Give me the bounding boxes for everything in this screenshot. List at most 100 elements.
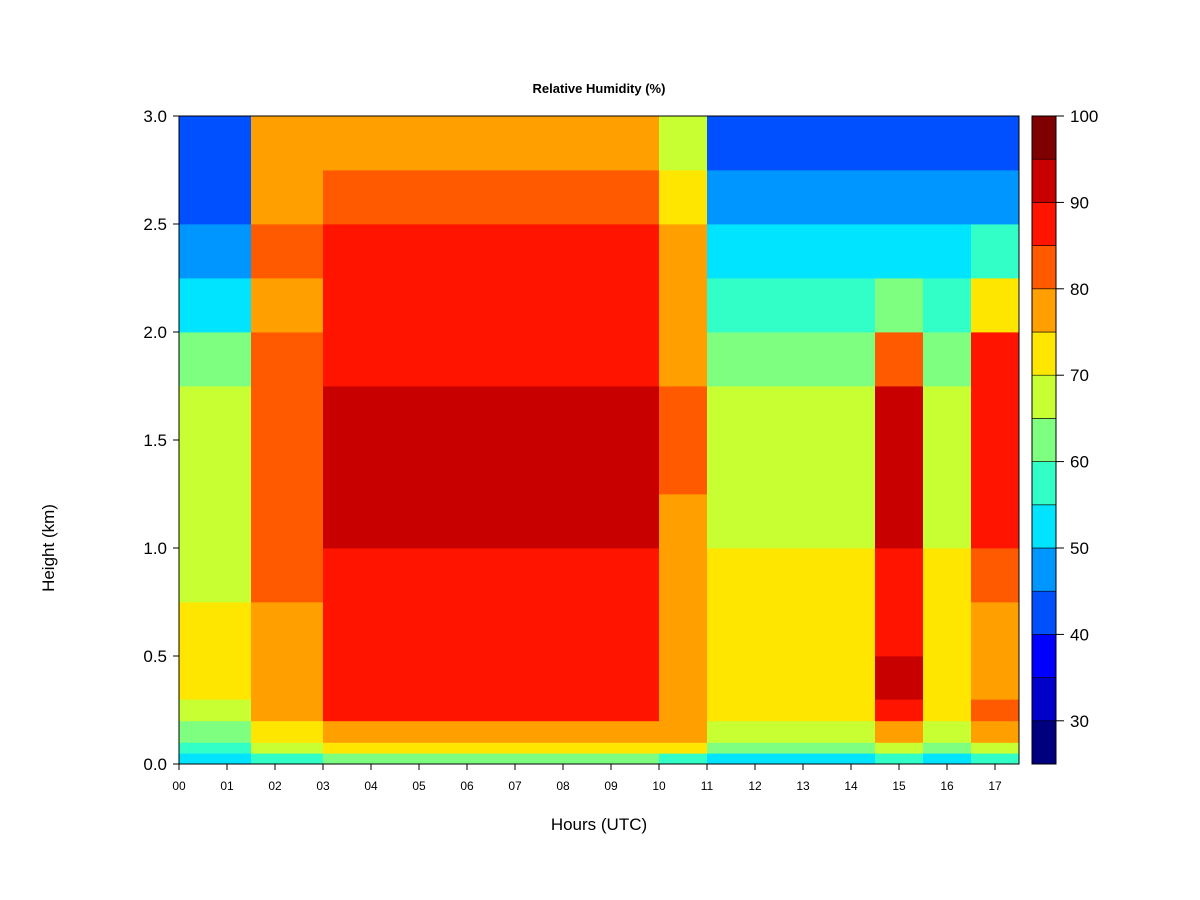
heatmap-cell: [227, 494, 252, 549]
heatmap-cell: [395, 440, 420, 495]
x-axis: 00 01 02 03 04 05 06 07 08 09 10 11 12 13 14 15 16 17: [172, 764, 1002, 793]
colorbar-frame: [1031, 115, 1057, 765]
heatmap-cell: [827, 332, 852, 387]
heatmap-cell: [923, 224, 948, 279]
heatmap-cell: [779, 332, 804, 387]
heatmap-cell: [371, 332, 396, 387]
heatmap-cell: [323, 116, 348, 171]
heatmap-cell: [659, 332, 684, 387]
heatmap-cell: [515, 116, 540, 171]
heatmap-cell: [371, 224, 396, 279]
heatmap-cell: [923, 386, 948, 441]
heatmap-cell: [323, 440, 348, 495]
heatmap-cell: [515, 753, 540, 765]
heatmap-cell: [995, 440, 1020, 495]
heatmap-cell: [683, 332, 708, 387]
heatmap-cell: [899, 656, 924, 700]
colorbar-swatch: [1031, 158, 1057, 203]
heatmap-cell: [851, 332, 876, 387]
heatmap-cell: [899, 602, 924, 657]
heatmap-cell: [227, 656, 252, 700]
heatmap-cell: [179, 440, 204, 495]
heatmap-cell: [275, 602, 300, 657]
heatmap-cell: [419, 332, 444, 387]
heatmap-cell: [779, 440, 804, 495]
heatmap-cell: [179, 699, 204, 722]
heatmap-cell: [299, 170, 324, 225]
heatmap-cell: [851, 602, 876, 657]
heatmap-cell: [179, 602, 204, 657]
heatmap-cell: [539, 548, 564, 603]
heatmap-cell: [539, 699, 564, 722]
heatmap-cell: [203, 170, 228, 225]
heatmap-cell: [995, 699, 1020, 722]
heatmap-cell: [539, 656, 564, 700]
heatmap-cell: [803, 170, 828, 225]
heatmap-cell: [731, 332, 756, 387]
heatmap-cell: [803, 224, 828, 279]
heatmap-cell: [467, 278, 492, 333]
heatmap-cell: [731, 116, 756, 171]
heatmap-cell: [851, 494, 876, 549]
heatmap-cell: [947, 548, 972, 603]
heatmap-cell: [179, 386, 204, 441]
x-tick-label: 03: [316, 779, 330, 793]
heatmap-cell: [875, 278, 900, 333]
heatmap-cell: [539, 170, 564, 225]
heatmap-cell: [803, 742, 828, 754]
colorbar-swatch: [1031, 202, 1057, 246]
heatmap-cell: [419, 656, 444, 700]
heatmap-cell: [827, 170, 852, 225]
heatmap-cell: [611, 753, 636, 765]
heatmap-cell: [587, 742, 612, 754]
heatmap-cell: [323, 548, 348, 603]
heatmap-cell: [851, 720, 876, 743]
heatmap-cell: [539, 386, 564, 441]
heatmap-cell: [227, 278, 252, 333]
heatmap-cell: [419, 116, 444, 171]
heatmap-cell: [251, 332, 276, 387]
heatmap-cell: [275, 170, 300, 225]
heatmap-cell: [299, 656, 324, 700]
heatmap-cell: [323, 753, 348, 765]
heatmap-cell: [179, 278, 204, 333]
colorbar-tick-label: 50: [1070, 539, 1089, 558]
heatmap-cell: [875, 720, 900, 743]
heatmap-cell: [563, 224, 588, 279]
heatmap-cell: [995, 332, 1020, 387]
heatmap-cell: [923, 699, 948, 722]
heatmap-cell: [923, 656, 948, 700]
heatmap-cell: [299, 548, 324, 603]
colorbar-tick-label: 100: [1070, 107, 1098, 126]
colorbar: 30 40 50 60 70 80 90 100: [1031, 107, 1098, 765]
heatmap-cell: [323, 742, 348, 754]
heatmap-cell: [251, 548, 276, 603]
heatmap-cell: [851, 116, 876, 171]
heatmap-cell: [227, 224, 252, 279]
heatmap-cell: [731, 494, 756, 549]
heatmap-cell: [635, 494, 660, 549]
heatmap-cell: [467, 753, 492, 765]
colorbar-swatch: [1031, 461, 1057, 506]
heatmap-cell: [419, 170, 444, 225]
heatmap-cell: [563, 494, 588, 549]
heatmap-cell: [275, 116, 300, 171]
heatmap-cell: [539, 753, 564, 765]
heatmap-cell: [467, 332, 492, 387]
heatmap-cell: [707, 656, 732, 700]
heatmap-cell: [419, 742, 444, 754]
heatmap-cell: [971, 386, 996, 441]
heatmap-cell: [635, 224, 660, 279]
heatmap-cell: [491, 602, 516, 657]
heatmap-cell: [851, 440, 876, 495]
heatmap-cell: [803, 332, 828, 387]
heatmap-cell: [659, 440, 684, 495]
heatmap-cell: [275, 548, 300, 603]
heatmap-cell: [635, 170, 660, 225]
heatmap-cell: [731, 386, 756, 441]
heatmap-cell: [347, 224, 372, 279]
heatmap-cell: [587, 753, 612, 765]
heatmap-cell: [659, 548, 684, 603]
heatmap-cell: [275, 720, 300, 743]
heatmap-cell: [275, 224, 300, 279]
